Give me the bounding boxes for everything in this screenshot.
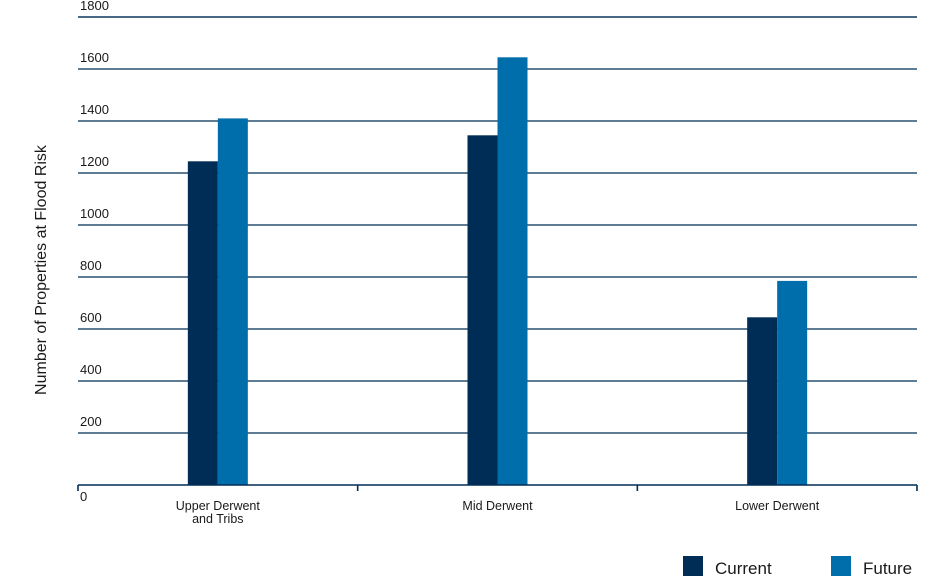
y-tick-label: 0 — [80, 489, 87, 504]
legend-label-current: Current — [715, 559, 772, 576]
y-tick-label: 1800 — [80, 0, 109, 13]
y-axis-tick-labels: 0 200 400 600 800 1000 1200 1400 1600 1800 — [80, 0, 109, 504]
x-category-label-line: Mid Derwent — [462, 499, 533, 513]
x-category-label-line: Lower Derwent — [735, 499, 820, 513]
x-category-label: Mid Derwent — [462, 499, 533, 513]
x-category-label-line: Upper Derwent — [176, 499, 261, 513]
x-axis — [77, 484, 918, 491]
bar-current-0 — [187, 161, 218, 486]
y-tick-label: 1000 — [80, 206, 109, 221]
y-tick-label: 1600 — [80, 50, 109, 65]
y-tick-label: 400 — [80, 362, 102, 377]
bar-future-2 — [777, 280, 808, 485]
x-axis-category-labels: Upper Derwent and Tribs Mid Derwent Lower D… — [176, 499, 820, 526]
legend-swatch-current — [683, 556, 703, 576]
bar-future-0 — [217, 118, 248, 486]
y-tick-label: 1400 — [80, 102, 109, 117]
y-tick-label: 800 — [80, 258, 102, 273]
bars — [187, 57, 808, 486]
bar-current-1 — [467, 135, 498, 486]
legend: Current Future — [683, 556, 912, 576]
x-category-label-line: and Tribs — [192, 512, 243, 526]
bar-future-1 — [497, 57, 528, 486]
y-tick-label: 600 — [80, 310, 102, 325]
legend-swatch-future — [831, 556, 851, 576]
bar-current-2 — [747, 317, 778, 485]
y-tick-label: 1200 — [80, 154, 109, 169]
legend-label-future: Future — [863, 559, 912, 576]
x-category-label: Upper Derwent and Tribs — [176, 499, 261, 526]
y-axis-title: Number of Properties at Flood Risk — [33, 144, 50, 395]
y-tick-label: 200 — [80, 414, 102, 429]
x-category-label: Lower Derwent — [735, 499, 820, 513]
